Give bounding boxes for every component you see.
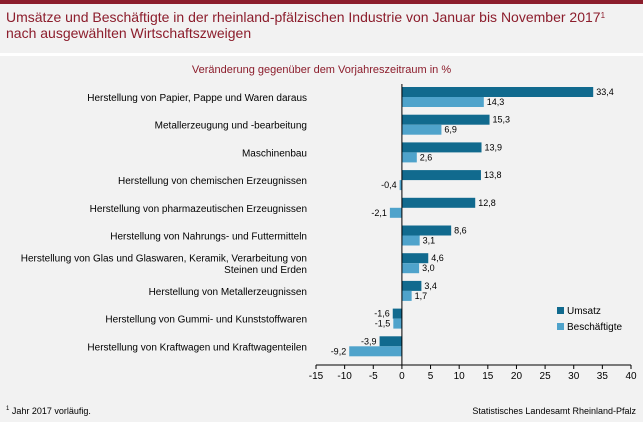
beschaeftigte-bar	[401, 263, 420, 274]
x-tick-label: 40	[625, 371, 637, 382]
data-label: 13,8	[484, 170, 502, 180]
category-label: Metallerzeugung und -bearbeitung	[155, 121, 307, 132]
x-tick-label: -15	[309, 371, 324, 382]
x-tick-label: 35	[597, 371, 609, 382]
data-label: -1,5	[375, 319, 391, 329]
x-tick-label: 20	[511, 371, 523, 382]
source-note: Statistisches Landesamt Rheinland-Pfalz	[472, 406, 636, 416]
data-label: 8,6	[454, 226, 467, 236]
top-accent-bar	[0, 0, 643, 4]
umsatz-bar	[401, 87, 594, 97]
category-label: Herstellung von Nahrungs- und Futtermitt…	[110, 232, 307, 243]
data-label: 15,3	[493, 115, 511, 125]
data-label: 13,9	[485, 142, 503, 152]
umsatz-bar	[401, 253, 429, 264]
data-label: -9,2	[331, 346, 347, 356]
data-label: 33,4	[596, 87, 614, 97]
x-tick-label: 5	[428, 371, 434, 382]
category-label: Herstellung von Metallerzeugnissen	[149, 287, 307, 298]
data-label: 3,1	[423, 236, 436, 246]
data-label: -0,4	[381, 180, 397, 190]
x-tick-label: 30	[568, 371, 580, 382]
beschaeftigte-bar	[401, 152, 417, 163]
beschaeftigte-bar	[389, 207, 402, 218]
x-tick-label: 15	[482, 371, 494, 382]
footnote: 1 Jahr 2017 vorläufig.	[6, 406, 91, 416]
category-label: Steinen und Erden	[224, 265, 307, 276]
data-label: 3,0	[422, 263, 435, 273]
chart-subtitle: Veränderung gegenüber dem Vorjahreszeitr…	[191, 64, 452, 76]
title-line-1: Umsätze und Beschäftigte in der rheinlan…	[6, 9, 601, 25]
x-tick-label: -10	[337, 371, 352, 382]
title-footnote-mark: 1	[600, 11, 606, 20]
category-label: Herstellung von Kraftwagen und Kraftwage…	[87, 342, 307, 353]
legend-label: Umsatz	[567, 306, 601, 317]
data-label: 2,6	[420, 152, 433, 162]
umsatz-bar	[401, 280, 422, 291]
data-label: 4,6	[431, 253, 444, 263]
legend-label: Beschäftigte	[567, 322, 622, 333]
umsatz-bar	[401, 225, 452, 236]
title-line-2: nach ausgewählten Wirtschaftszweigen	[6, 25, 252, 41]
umsatz-bar	[401, 114, 490, 125]
umsatz-bar	[392, 308, 402, 319]
header-divider	[0, 53, 643, 56]
category-label: Herstellung von chemischen Erzeugnissen	[118, 176, 307, 187]
beschaeftigte-bar	[401, 290, 412, 301]
beschaeftigte-bar	[401, 124, 442, 135]
legend-swatch	[557, 323, 564, 330]
data-label: 1,7	[415, 291, 428, 301]
umsatz-bar	[401, 142, 482, 153]
data-label: 12,8	[478, 198, 496, 208]
chart-title: Umsätze und Beschäftigte in der rheinlan…	[6, 9, 636, 41]
umsatz-bar	[401, 170, 481, 181]
x-tick-label: -5	[369, 371, 378, 382]
data-label: -1,6	[374, 309, 390, 319]
beschaeftigte-bar	[401, 97, 484, 107]
x-tick-label: 0	[399, 371, 405, 382]
category-label: Herstellung von Gummi- und Kunststoffwar…	[105, 315, 307, 326]
x-tick-label: 25	[540, 371, 552, 382]
beschaeftigte-bar	[399, 180, 402, 191]
data-label: 14,3	[487, 97, 505, 107]
footnote-mark: 1	[6, 406, 10, 412]
legend-swatch	[557, 307, 564, 314]
data-label: -3,9	[361, 336, 377, 346]
data-label: 3,4	[424, 281, 437, 291]
beschaeftigte-bar	[401, 235, 420, 246]
footnote-text: Jahr 2017 vorläufig.	[9, 406, 91, 416]
category-label: Herstellung von Papier, Pappe und Waren …	[87, 93, 307, 104]
category-label: Maschinenbau	[242, 148, 307, 159]
umsatz-bar	[401, 197, 476, 208]
category-label: Herstellung von Glas und Glaswaren, Kera…	[21, 253, 307, 264]
umsatz-bar	[379, 336, 402, 347]
beschaeftigte-bar	[349, 346, 402, 357]
beschaeftigte-bar	[393, 318, 402, 329]
data-label: 6,9	[444, 125, 457, 135]
data-label: -2,1	[371, 208, 387, 218]
x-tick-label: 10	[454, 371, 466, 382]
category-label: Herstellung von pharmazeutischen Erzeugn…	[90, 204, 307, 215]
